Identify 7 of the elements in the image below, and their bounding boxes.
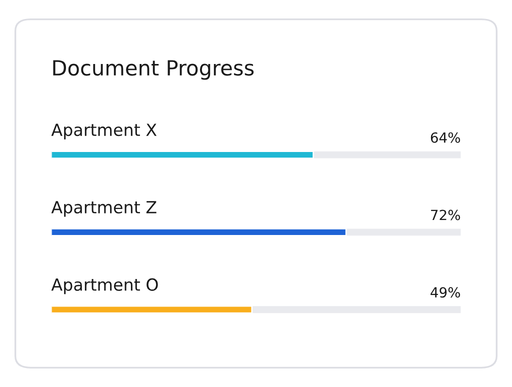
data-label: 49% (430, 287, 460, 298)
data-label: 64% (430, 132, 460, 143)
y-tick-label: Apartment O (51, 278, 158, 294)
y-tick-label: Apartment X (51, 124, 157, 140)
y-tick-label: Apartment Z (51, 201, 156, 217)
chart-title: Document Progress (53, 60, 254, 80)
data-label: 72% (431, 210, 460, 220)
